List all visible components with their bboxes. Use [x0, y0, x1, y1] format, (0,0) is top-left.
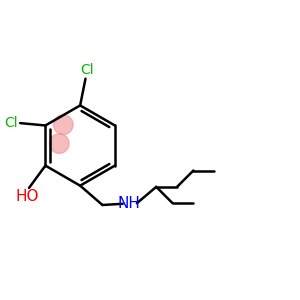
Text: Cl: Cl [80, 63, 94, 77]
Text: Cl: Cl [4, 116, 18, 130]
Text: HO: HO [16, 189, 39, 204]
Circle shape [53, 115, 73, 134]
Text: NH: NH [118, 196, 141, 211]
Circle shape [50, 134, 69, 153]
